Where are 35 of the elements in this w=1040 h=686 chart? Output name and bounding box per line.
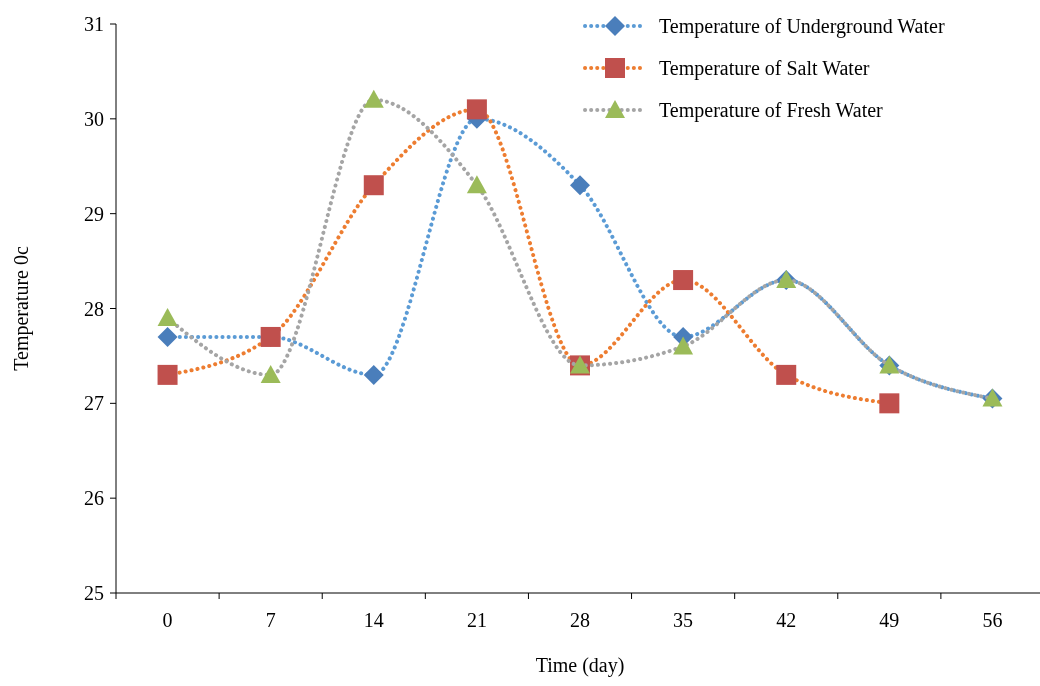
y-tick-label: 31 xyxy=(84,13,104,35)
point xyxy=(879,393,900,414)
point xyxy=(466,175,487,194)
y-tick-label: 26 xyxy=(84,487,104,510)
point xyxy=(673,270,694,291)
x-tick-label: 21 xyxy=(466,609,487,631)
x-tick-label: 42 xyxy=(776,609,797,631)
point xyxy=(157,307,178,326)
x-tick-label: 0 xyxy=(162,609,173,631)
y-tick-label: 28 xyxy=(84,297,104,320)
point xyxy=(570,175,590,196)
point xyxy=(363,175,384,196)
x-tick-label: 28 xyxy=(570,609,590,631)
y-tick-label: 29 xyxy=(84,202,104,225)
y-axis-title: Temperature 0c xyxy=(10,246,33,371)
point xyxy=(673,336,694,355)
x-tick-label: 14 xyxy=(363,609,384,631)
y-tick-label: 27 xyxy=(84,392,104,415)
x-tick-label: 7 xyxy=(265,609,276,631)
y-tick-label: 30 xyxy=(84,107,104,130)
point xyxy=(466,99,487,120)
y-tick-label: 25 xyxy=(84,582,104,604)
point xyxy=(363,364,384,385)
x-axis-title: Time (day) xyxy=(535,654,625,677)
point xyxy=(776,364,797,385)
legend-label: Temperature of Salt Water xyxy=(659,57,870,80)
point xyxy=(260,364,281,383)
point xyxy=(157,326,178,347)
point xyxy=(363,89,384,108)
x-tick-label: 56 xyxy=(982,609,1003,631)
legend-label: Temperature of Underground Water xyxy=(659,15,945,38)
x-tick-label: 49 xyxy=(879,609,900,631)
legend-label: Temperature of Fresh Water xyxy=(659,99,884,122)
x-tick-label: 35 xyxy=(673,609,694,631)
point xyxy=(157,364,178,385)
